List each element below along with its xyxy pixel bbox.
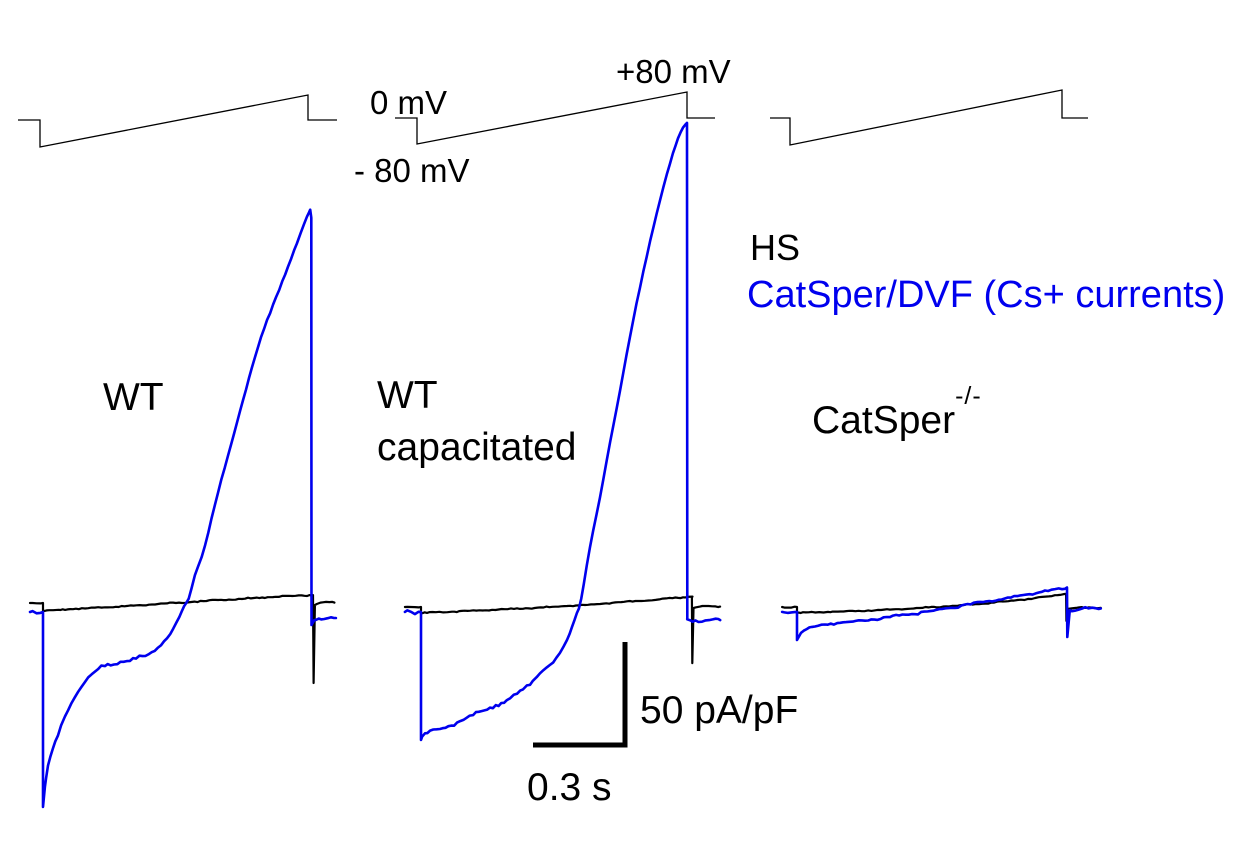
panel-label-wt-capacitated-line2: capacitated — [377, 426, 577, 469]
voltage-protocol-catsper-ko — [770, 89, 1088, 146]
trace-catsper-ko-dvf — [780, 586, 1103, 642]
panel-label-wt-capacitated-line1: WT — [377, 374, 438, 417]
voltage-protocol-wt-capacitated — [395, 91, 715, 145]
voltage-protocols — [18, 89, 1088, 148]
scale-bar — [533, 642, 628, 748]
legend-hs: HS — [750, 227, 801, 268]
panel-label-wt-capacitated: WT capacitated — [377, 370, 576, 474]
panel-label-catsper-ko-base: CatSper — [812, 399, 956, 442]
label-0mv: 0 mV — [370, 84, 448, 121]
scale-bars — [533, 642, 628, 748]
voltage-protocol-wt — [18, 94, 337, 148]
trace-wt-capacitated-hs — [403, 595, 722, 665]
label-minus80mv: - 80 mV — [354, 152, 470, 189]
trace-catsper-ko-hs — [781, 592, 1102, 622]
scalebar-label-time: 0.3 s — [527, 766, 612, 809]
legend-catsper-dvf: CatSper/DVF (Cs+ currents) — [747, 274, 1226, 316]
panel-label-wt: WT — [103, 376, 164, 419]
trace-wt-capacitated-dvf — [403, 121, 722, 742]
label-plus80mv: +80 mV — [616, 53, 731, 90]
panel-label-catsper-ko-superscript: -/- — [955, 382, 982, 410]
trace-wt-dvf — [28, 208, 338, 809]
scalebar-label-current: 50 pA/pF — [640, 689, 799, 732]
panel-label-catsper-ko: CatSper-/- — [812, 384, 982, 442]
